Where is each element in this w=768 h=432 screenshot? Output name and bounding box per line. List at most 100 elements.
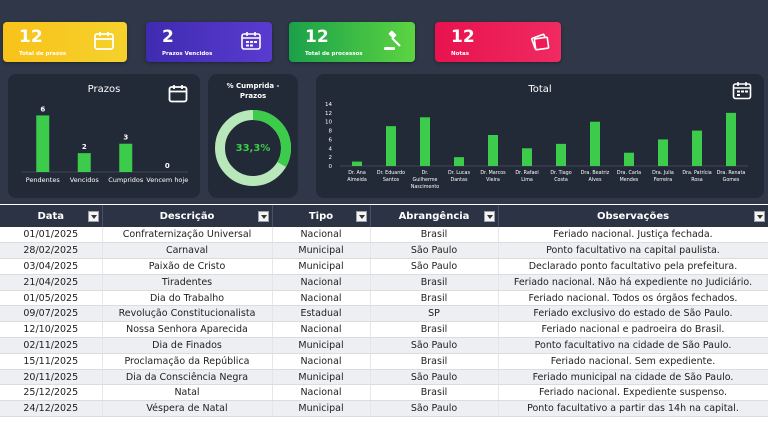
table-cell[interactable]: 01/05/2025 — [0, 290, 103, 307]
bar[interactable] — [454, 157, 464, 166]
table-cell[interactable]: 02/11/2025 — [0, 337, 103, 354]
table-cell[interactable]: Estadual — [272, 305, 371, 323]
table-cell[interactable]: Nacional — [272, 227, 371, 244]
table-cell[interactable]: Feriado municipal na cidade de São Paulo… — [498, 369, 768, 386]
table-row[interactable]: 20/11/2025 Dia da Consciência Negra Munici… — [0, 369, 768, 386]
column-header-tipo[interactable]: Tipo — [272, 205, 371, 227]
table-cell[interactable]: 24/12/2025 — [0, 400, 103, 418]
table-cell[interactable]: 20/11/2025 — [0, 369, 103, 386]
table-cell[interactable]: Ponto facultativo na cidade de São Paulo… — [498, 337, 768, 354]
filter-dropdown-icon[interactable] — [87, 211, 99, 222]
column-header-descricao[interactable]: Descrição — [102, 205, 273, 227]
bar[interactable] — [692, 130, 702, 166]
table-cell[interactable]: Feriado nacional. Todos os órgãos fechad… — [498, 290, 768, 307]
table-cell[interactable]: Nossa Senhora Aparecida — [102, 321, 273, 339]
table-cell[interactable]: Dia da Consciência Negra — [102, 369, 273, 386]
table-cell[interactable]: Nacional — [272, 384, 371, 402]
table-row[interactable]: 21/04/2025 Tiradentes Nacional Brasil Feriad… — [0, 274, 768, 291]
table-row[interactable]: 15/11/2025 Proclamação da República Nacion… — [0, 353, 768, 370]
bar[interactable] — [522, 148, 532, 166]
filter-dropdown-icon[interactable] — [753, 211, 765, 222]
table-cell[interactable]: 01/01/2025 — [0, 227, 103, 244]
column-header-data[interactable]: Data — [0, 205, 103, 227]
table-cell[interactable]: Brasil — [370, 321, 499, 339]
table-cell[interactable]: São Paulo — [370, 400, 499, 418]
kpi-card-notas[interactable]: 12 Notas — [435, 22, 561, 62]
table-cell[interactable]: Natal — [102, 384, 273, 402]
table-cell[interactable]: Confraternização Universal — [102, 227, 273, 244]
table-row[interactable]: 03/04/2025 Paixão de Cristo Municipal São P… — [0, 258, 768, 275]
table-cell[interactable]: 03/04/2025 — [0, 258, 103, 275]
table-cell[interactable]: Municipal — [272, 400, 371, 418]
column-header-abrangencia[interactable]: Abrangência — [370, 205, 499, 227]
table-cell[interactable]: 15/11/2025 — [0, 353, 103, 370]
table-cell[interactable]: Brasil — [370, 227, 499, 244]
table-cell[interactable]: Feriado nacional. Não há expediente no J… — [498, 274, 768, 291]
table-cell[interactable]: Ponto facultativo na capital paulista. — [498, 242, 768, 260]
table-row[interactable]: 01/01/2025 Confraternização Universal Naci… — [0, 227, 768, 244]
table-row[interactable]: 25/12/2025 Natal Nacional Brasil Feriado nac… — [0, 384, 768, 402]
table-row[interactable]: 24/12/2025 Véspera de Natal Municipal São P… — [0, 400, 768, 418]
table-cell[interactable]: Municipal — [272, 242, 371, 260]
table-cell[interactable]: São Paulo — [370, 258, 499, 275]
table-cell[interactable]: Nacional — [272, 321, 371, 339]
table-cell[interactable]: Paixão de Cristo — [102, 258, 273, 275]
table-cell[interactable]: Municipal — [272, 337, 371, 354]
table-cell[interactable]: São Paulo — [370, 337, 499, 354]
bar[interactable] — [119, 143, 133, 172]
table-cell[interactable]: São Paulo — [370, 242, 499, 260]
table-cell[interactable]: Dia de Finados — [102, 337, 273, 354]
table-cell[interactable]: Feriado nacional e padroeira do Brasil. — [498, 321, 768, 339]
bar[interactable] — [590, 121, 600, 166]
bar[interactable] — [77, 153, 91, 172]
table-cell[interactable]: São Paulo — [370, 369, 499, 386]
table-cell[interactable]: Revolução Constitucionalista — [102, 305, 273, 323]
table-cell[interactable]: Tiradentes — [102, 274, 273, 291]
table-cell[interactable]: Brasil — [370, 353, 499, 370]
bar[interactable] — [556, 143, 566, 166]
kpi-card-total-processos[interactable]: 12 Total de processos — [289, 22, 415, 62]
table-cell[interactable]: Nacional — [272, 290, 371, 307]
column-header-observacoes[interactable]: Observações — [498, 205, 768, 227]
table-cell[interactable]: Ponto facultativo a partir das 14h na ca… — [498, 400, 768, 418]
bar[interactable] — [352, 161, 362, 166]
table-cell[interactable]: Municipal — [272, 258, 371, 275]
table-cell[interactable]: Feriado nacional. Sem expediente. — [498, 353, 768, 370]
table-cell[interactable]: Nacional — [272, 274, 371, 291]
bar[interactable] — [386, 126, 396, 166]
table-cell[interactable]: Municipal — [272, 369, 371, 386]
filter-dropdown-icon[interactable] — [355, 211, 367, 222]
table-cell[interactable]: Feriado exclusivo do estado de São Paulo… — [498, 305, 768, 323]
table-cell[interactable]: Dia do Trabalho — [102, 290, 273, 307]
table-row[interactable]: 09/07/2025 Revolução Constitucionalista Es… — [0, 305, 768, 323]
table-cell[interactable]: Brasil — [370, 384, 499, 402]
bar[interactable] — [726, 112, 736, 166]
table-cell[interactable]: Declarado ponto facultativo pela prefeit… — [498, 258, 768, 275]
table-row[interactable]: 12/10/2025 Nossa Senhora Aparecida Naciona… — [0, 321, 768, 339]
bar[interactable] — [624, 152, 634, 166]
table-cell[interactable]: Brasil — [370, 274, 499, 291]
table-row[interactable]: 28/02/2025 Carnaval Municipal São Paulo Pont… — [0, 242, 768, 260]
table-cell[interactable]: Brasil — [370, 290, 499, 307]
table-cell[interactable]: 25/12/2025 — [0, 384, 103, 402]
table-cell[interactable]: SP — [370, 305, 499, 323]
filter-dropdown-icon[interactable] — [483, 211, 495, 222]
bar[interactable] — [658, 139, 668, 166]
table-cell[interactable]: Carnaval — [102, 242, 273, 260]
bar[interactable] — [36, 115, 50, 172]
bar[interactable] — [420, 117, 430, 166]
table-cell[interactable]: 12/10/2025 — [0, 321, 103, 339]
table-cell[interactable]: Feriado nacional. Justiça fechada. — [498, 227, 768, 244]
table-row[interactable]: 01/05/2025 Dia do Trabalho Nacional Brasil F… — [0, 290, 768, 307]
filter-dropdown-icon[interactable] — [257, 211, 269, 222]
table-row[interactable]: 02/11/2025 Dia de Finados Municipal São Pau… — [0, 337, 768, 354]
table-cell[interactable]: Véspera de Natal — [102, 400, 273, 418]
table-cell[interactable]: Proclamação da República — [102, 353, 273, 370]
table-cell[interactable]: Feriado nacional. Expediente suspenso. — [498, 384, 768, 402]
table-cell[interactable]: Nacional — [272, 353, 371, 370]
bar[interactable] — [488, 135, 498, 166]
table-cell[interactable]: 28/02/2025 — [0, 242, 103, 260]
kpi-card-total-prazos[interactable]: 12 Total de prazos — [3, 22, 127, 62]
table-cell[interactable]: 09/07/2025 — [0, 305, 103, 323]
table-cell[interactable]: 21/04/2025 — [0, 274, 103, 291]
